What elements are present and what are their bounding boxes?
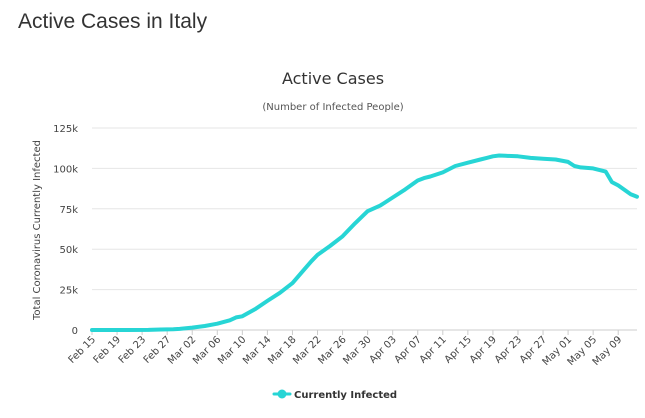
y-tick-label: 0 (72, 326, 78, 337)
x-tick-label: Apr 23 (493, 334, 524, 365)
legend-symbol (272, 389, 292, 399)
y-axis-ticks: 0 25k 50k 75k 100k 125k (53, 124, 78, 337)
x-tick-label: Apr 15 (443, 334, 474, 365)
legend[interactable]: Currently Infected (272, 389, 397, 402)
chart-title: Active Cases (282, 69, 384, 88)
y-tick-label: 25k (59, 286, 78, 297)
y-tick-label: 125k (53, 124, 78, 135)
page-title: Active Cases in Italy (18, 10, 208, 33)
legend-label[interactable]: Currently Infected (294, 390, 397, 401)
y-tick-label: 50k (59, 245, 78, 256)
series-line-currently-infected[interactable] (90, 153, 639, 332)
grid-lines (92, 127, 637, 331)
x-tick-label: Apr 19 (468, 334, 499, 365)
x-tick-label: Apr 11 (418, 334, 449, 365)
x-tick-label: Mar 30 (341, 334, 373, 366)
y-axis-label: Total Coronavirus Currently Infected (32, 140, 43, 321)
y-tick-label: 100k (53, 164, 78, 175)
chart-subtitle: (Number of Infected People) (262, 102, 403, 113)
series-layer (90, 153, 639, 332)
y-tick-label: 75k (59, 205, 78, 216)
x-tick-label: Apr 07 (393, 334, 424, 365)
x-tick-label: Apr 03 (368, 334, 399, 365)
